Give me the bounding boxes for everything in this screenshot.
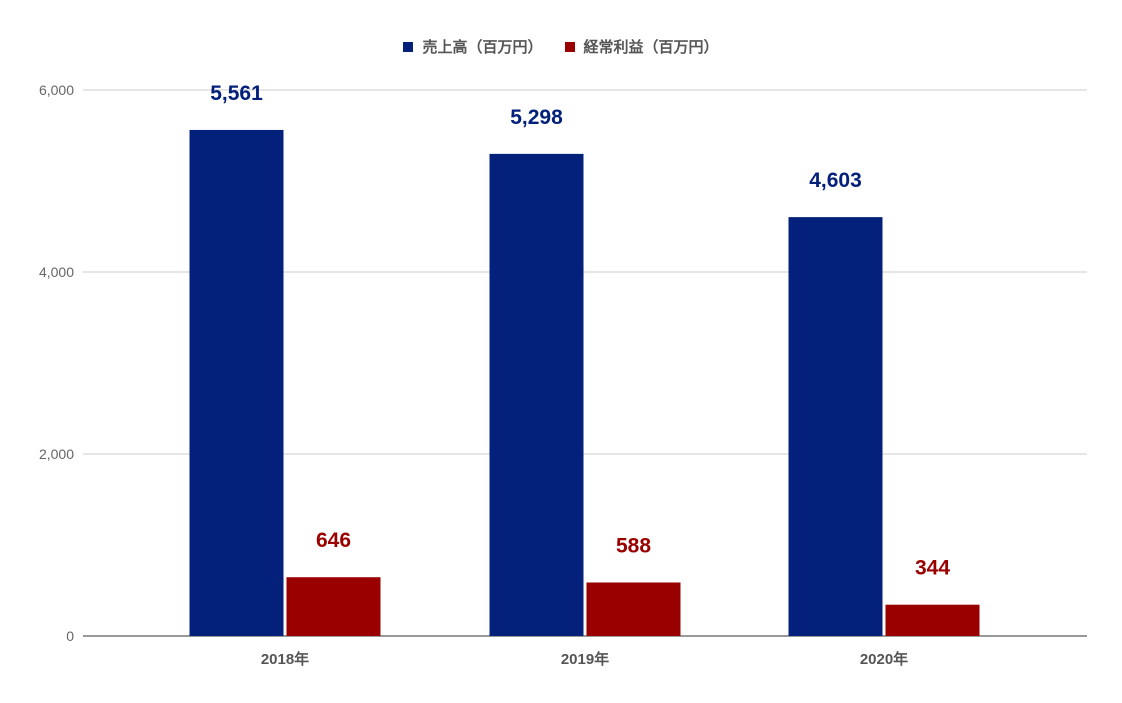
- bars: [189, 129, 980, 636]
- legend-item-sales[interactable]: 売上高（百万円）: [403, 36, 543, 57]
- sales-bar-2018年[interactable]: [189, 129, 284, 636]
- sales-bar-2019年[interactable]: [489, 153, 584, 636]
- profit-bar-2020年[interactable]: [885, 604, 980, 636]
- profit-bar-2018年[interactable]: [286, 577, 381, 636]
- x-tick-label: 2019年: [561, 650, 609, 668]
- y-tick-label: 0: [66, 628, 74, 644]
- x-axis-ticks: 2018年 2019年 2020年: [261, 650, 908, 668]
- y-tick-label: 4,000: [39, 264, 74, 280]
- data-labels: 5,561 646 5,298 588 4,603 344: [210, 82, 950, 580]
- sales-bar-2020年[interactable]: [788, 217, 883, 636]
- profit-value-label: 588: [616, 534, 651, 557]
- legend-label-sales: 売上高（百万円）: [422, 39, 543, 56]
- profit-value-label: 646: [316, 529, 351, 552]
- sales-value-label: 5,561: [210, 82, 263, 105]
- y-tick-label: 2,000: [39, 446, 74, 462]
- sales-value-label: 5,298: [510, 106, 563, 129]
- legend: 売上高（百万円） 経常利益（百万円）: [0, 36, 1122, 57]
- legend-swatch-ordinary-profit: [564, 41, 575, 52]
- legend-swatch-sales: [403, 41, 414, 52]
- profit-bar-2019年[interactable]: [586, 582, 681, 636]
- profit-value-label: 344: [915, 557, 950, 580]
- y-axis-ticks: 0 2,000 4,000 6,000: [39, 82, 74, 644]
- x-tick-label: 2020年: [860, 650, 908, 668]
- legend-label-ordinary-profit: 経常利益（百万円）: [583, 39, 719, 56]
- x-tick-label: 2018年: [261, 650, 309, 668]
- sales-value-label: 4,603: [809, 169, 862, 192]
- legend-item-ordinary-profit[interactable]: 経常利益（百万円）: [564, 36, 719, 57]
- y-tick-label: 6,000: [39, 82, 74, 98]
